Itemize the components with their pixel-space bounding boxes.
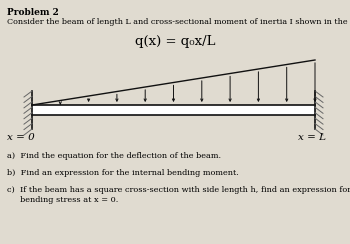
Text: x = 0: x = 0: [7, 133, 35, 142]
Text: bending stress at x = 0.: bending stress at x = 0.: [7, 196, 118, 204]
Text: q(x) = q₀x/L: q(x) = q₀x/L: [135, 35, 215, 48]
Text: a)  Find the equation for the deflection of the beam.: a) Find the equation for the deflection …: [7, 152, 221, 160]
Text: b)  Find an expression for the internal bending moment.: b) Find an expression for the internal b…: [7, 169, 239, 177]
Bar: [32, 105, 315, 115]
Text: c)  If the beam has a square cross-section with side length h, find an expressio: c) If the beam has a square cross-sectio…: [7, 186, 350, 194]
Text: x = L: x = L: [298, 133, 326, 142]
Text: Consider the beam of length L and cross-sectional moment of inertia I shown in t: Consider the beam of length L and cross-…: [7, 18, 350, 26]
Text: Problem 2: Problem 2: [7, 8, 59, 17]
